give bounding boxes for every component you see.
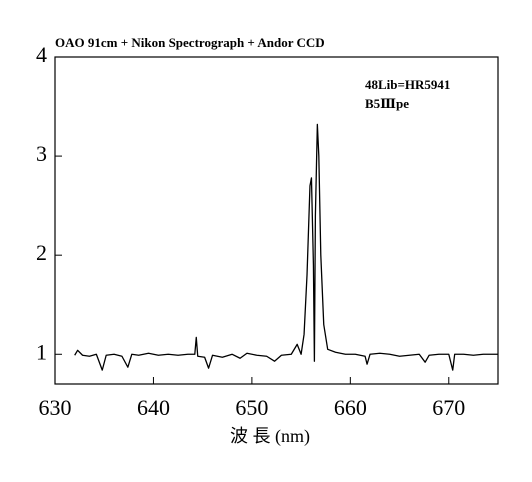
chart-title: OAO 91cm + Nikon Spectrograph + Andor CC… bbox=[55, 35, 325, 50]
spectrum-line bbox=[74, 123, 498, 371]
annotation: B5Ⅲpe bbox=[365, 96, 409, 111]
y-tick-label: 2 bbox=[36, 240, 47, 265]
x-tick-label: 650 bbox=[235, 395, 268, 420]
x-axis-label: 波 長 (nm) bbox=[230, 426, 310, 447]
annotation: 48Lib=HR5941 bbox=[365, 77, 450, 92]
y-tick-label: 4 bbox=[36, 42, 47, 67]
y-tick-label: 3 bbox=[36, 141, 47, 166]
plot-frame bbox=[54, 56, 499, 385]
x-tick-label: 670 bbox=[432, 395, 465, 420]
x-tick-label: 660 bbox=[334, 395, 367, 420]
x-tick-label: 640 bbox=[137, 395, 170, 420]
y-tick-label: 1 bbox=[36, 339, 47, 364]
x-tick-label: 630 bbox=[39, 395, 72, 420]
